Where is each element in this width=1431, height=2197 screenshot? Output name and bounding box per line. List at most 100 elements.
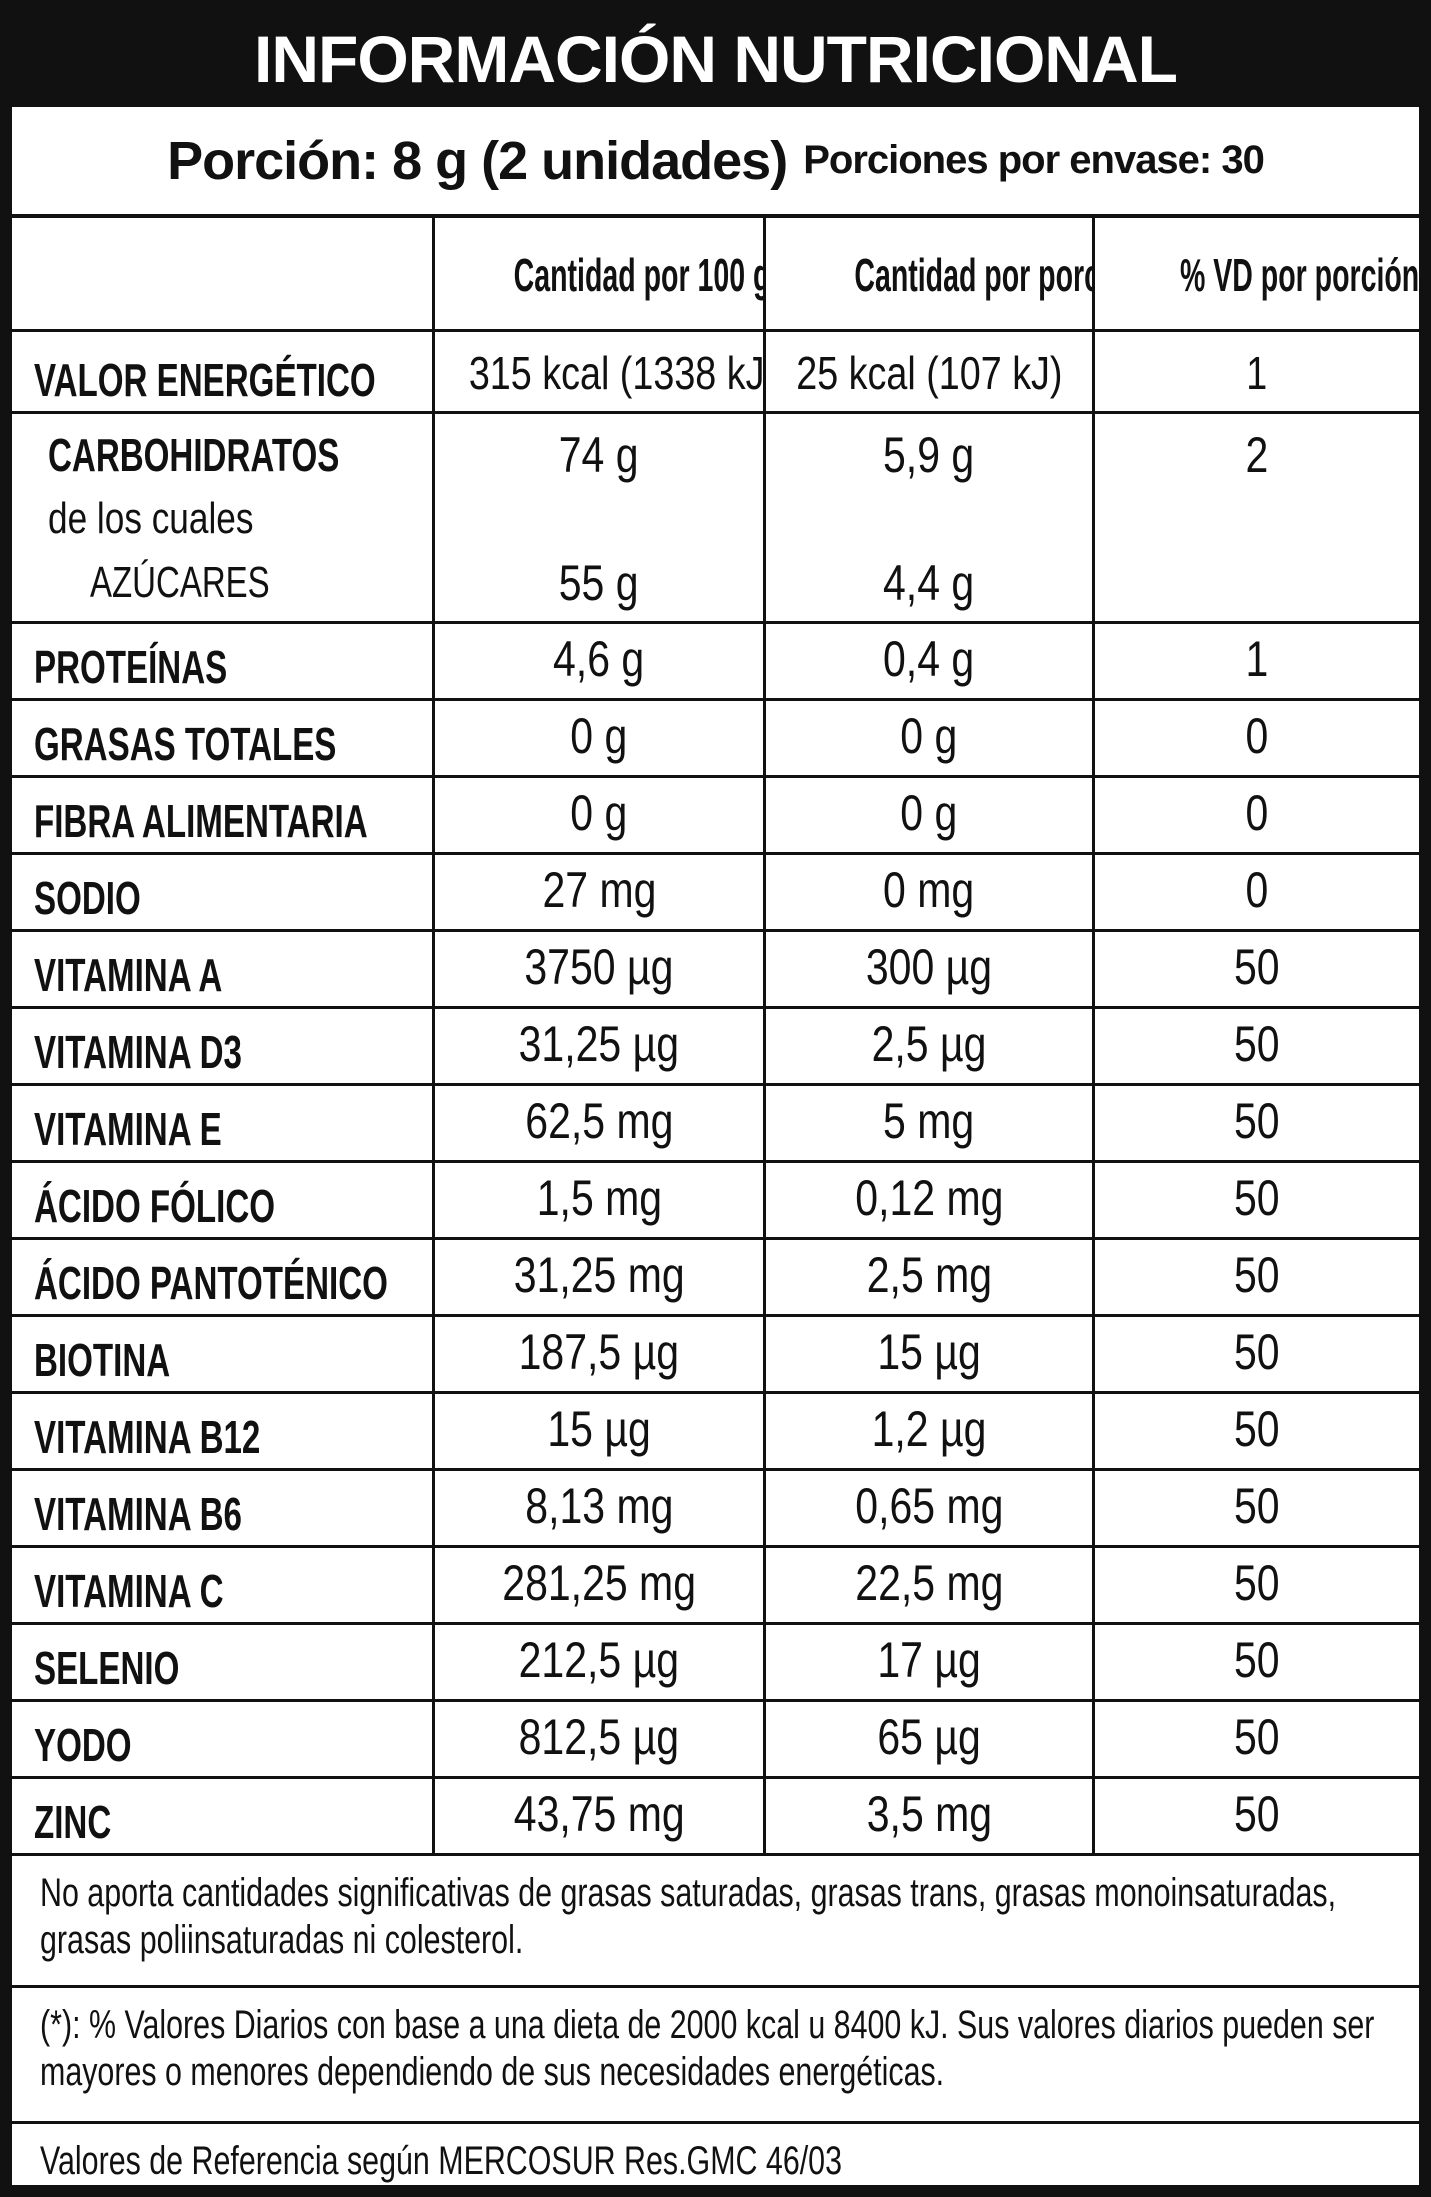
value-wrap: 0 g — [435, 784, 763, 842]
value-wrap: 65 µg — [766, 1708, 1092, 1766]
value: 15 µg — [877, 1324, 981, 1380]
value: 27 mg — [542, 862, 656, 918]
value: 315 kcal (1338 kJ) — [468, 347, 766, 399]
sub-label: de los cuales — [48, 494, 254, 543]
value-wrap: 50 — [1095, 938, 1419, 996]
cell: VITAMINA A — [12, 932, 435, 1006]
notes: No aporta cantidades significativas de g… — [12, 1856, 1419, 2185]
value-wrap: 0 g — [766, 784, 1092, 842]
value-wrap: 50 — [1095, 1246, 1419, 1304]
cell: 15 µg — [766, 1317, 1095, 1391]
cell: 0 g — [435, 701, 766, 775]
nutrient-name: CARBOHIDRATOS — [48, 429, 340, 481]
cell: ÁCIDO PANTOTÉNICO — [12, 1240, 435, 1314]
portion: Porción: 8 g (2 unidades) — [167, 130, 788, 191]
value: 0 mg — [883, 862, 975, 918]
nutrient-name: VITAMINA A — [34, 949, 223, 1001]
cell: 50 — [1095, 1702, 1419, 1776]
value-wrap: 2,5 µg — [766, 1015, 1092, 1073]
value: 1 — [1246, 347, 1268, 399]
value-wrap: 15 µg — [435, 1400, 763, 1458]
sub-value: 55 g — [559, 555, 639, 611]
value-wrap: 3750 µg — [435, 938, 763, 996]
cell: PROTEÍNAS — [12, 624, 435, 698]
value-wrap: 0,4 g — [766, 630, 1092, 688]
column-header: % VD por porción (*) — [1179, 249, 1419, 301]
value: 43,75 mg — [513, 1786, 685, 1842]
cell: 1 — [1095, 332, 1419, 411]
value-wrap: 43,75 mg — [435, 1785, 763, 1843]
cell: VITAMINA B6 — [12, 1471, 435, 1545]
nutrient-name: YODO — [34, 1719, 132, 1771]
value-wrap: 5 mg — [766, 1092, 1092, 1150]
cell: BIOTINA — [12, 1317, 435, 1391]
value: 50 — [1234, 1709, 1280, 1765]
value-wrap: 0,65 mg — [766, 1477, 1092, 1535]
cell: 27 mg — [435, 855, 766, 929]
nutrient-name: PROTEÍNAS — [34, 641, 228, 693]
cell: VITAMINA B12 — [12, 1394, 435, 1468]
cell: 25 kcal (107 kJ) — [766, 332, 1095, 411]
value-wrap: 212,5 µg — [435, 1631, 763, 1689]
nutrient-name: VALOR ENERGÉTICO — [34, 354, 376, 406]
value-wrap: 50 — [1095, 1015, 1419, 1073]
servings-per-package: Porciones por envase: 30 — [803, 138, 1265, 182]
value: 3,5 mg — [866, 1786, 992, 1842]
cell: VITAMINA C — [12, 1548, 435, 1622]
cell: 2 — [1095, 414, 1419, 621]
title: INFORMACIÓN NUTRICIONAL — [12, 12, 1419, 107]
value-wrap: 62,5 mg — [435, 1092, 763, 1150]
cell: 22,5 mg — [766, 1548, 1095, 1622]
value: 0 — [1245, 785, 1269, 841]
nutrient-name: SODIO — [34, 872, 141, 924]
value: 50 — [1234, 1170, 1280, 1226]
value: 0,4 g — [883, 631, 975, 687]
nutrient-name: VITAMINA B12 — [34, 1411, 261, 1463]
nutrient-row: VALOR ENERGÉTICO 315 kcal (1338 kJ) 25 kca… — [12, 332, 1419, 414]
nutrient-name: FIBRA ALIMENTARIA — [34, 795, 368, 847]
serving-info: Porción: 8 g (2 unidades) Porciones por … — [12, 107, 1419, 218]
value: 0,12 mg — [854, 1170, 1004, 1226]
value: 812,5 µg — [518, 1709, 680, 1765]
cell — [12, 218, 435, 329]
nutrient-row: PROTEÍNAS 4,6 g 0,4 g 1 — [12, 624, 1419, 701]
nutrient-row: SODIO 27 mg 0 mg 0 — [12, 855, 1419, 932]
value-wrap: 0 — [1095, 707, 1419, 765]
value: 62,5 mg — [524, 1093, 674, 1149]
sub-value-wrap: 4,4 g — [766, 554, 1092, 612]
nutrient-row: ZINC 43,75 mg 3,5 mg 50 — [12, 1779, 1419, 1856]
value: 0 g — [900, 708, 958, 764]
cell: 0 g — [766, 701, 1095, 775]
value: 31,25 µg — [518, 1016, 680, 1072]
nutrient-row: ÁCIDO FÓLICO 1,5 mg 0,12 mg 50 — [12, 1163, 1419, 1240]
value-wrap: 50 — [1095, 1323, 1419, 1381]
value-wrap: 0 g — [435, 707, 763, 765]
nutrient-row: SELENIO 212,5 µg 17 µg 50 — [12, 1625, 1419, 1702]
value: 31,25 mg — [513, 1247, 685, 1303]
value: 25 kcal (107 kJ) — [795, 347, 1063, 399]
value-wrap: 2,5 mg — [766, 1246, 1092, 1304]
nutrient-row: YODO 812,5 µg 65 µg 50 — [12, 1702, 1419, 1779]
nutrient-name: VITAMINA E — [34, 1103, 222, 1155]
cell: 62,5 mg — [435, 1086, 766, 1160]
value: 2 — [1245, 427, 1269, 483]
value: 15 µg — [547, 1401, 651, 1457]
value-wrap: 0,12 mg — [766, 1169, 1092, 1227]
value: 50 — [1234, 1478, 1280, 1534]
value: 1,5 mg — [536, 1170, 662, 1226]
value: 74 g — [559, 427, 639, 483]
value-wrap: 281,25 mg — [435, 1554, 763, 1612]
cell: 0,4 g — [766, 624, 1095, 698]
value: 50 — [1234, 1401, 1280, 1457]
cell: 50 — [1095, 1086, 1419, 1160]
cell: SODIO — [12, 855, 435, 929]
cell: 5,9 g 4,4 g — [766, 414, 1095, 621]
cell: 15 µg — [435, 1394, 766, 1468]
cell: VALOR ENERGÉTICO — [12, 332, 435, 411]
cell: 281,25 mg — [435, 1548, 766, 1622]
value: 8,13 mg — [524, 1478, 674, 1534]
value-wrap: 4,6 g — [435, 630, 763, 688]
column-header-wrap: Cantidad por porción — [766, 248, 1092, 302]
cell: 50 — [1095, 932, 1419, 1006]
cell: 50 — [1095, 1317, 1419, 1391]
